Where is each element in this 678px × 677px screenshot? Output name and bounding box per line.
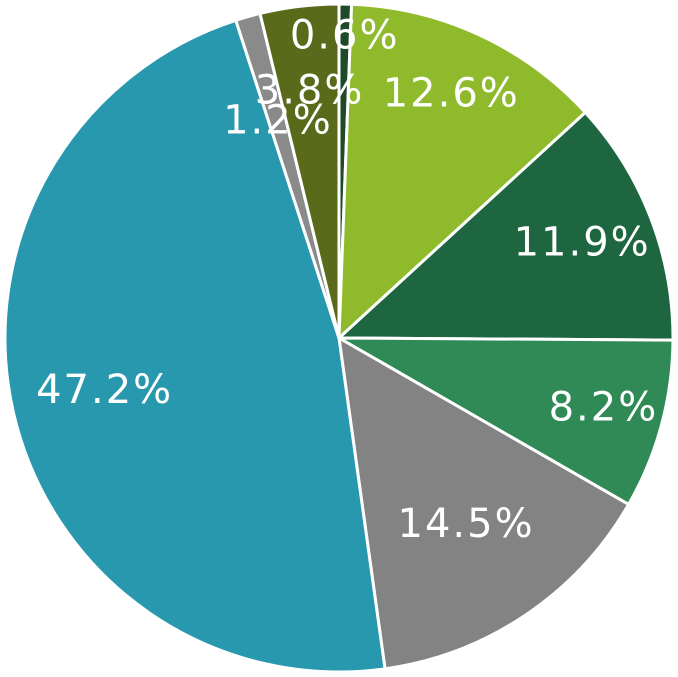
value-label: 12.6% bbox=[383, 71, 520, 117]
pie-slice bbox=[335, 110, 675, 342]
pie-slice bbox=[337, 2, 588, 342]
pie-slice bbox=[333, 336, 675, 507]
value-label: 14.5% bbox=[398, 501, 535, 547]
pie-slice bbox=[3, 18, 387, 674]
pie-slice bbox=[337, 335, 631, 671]
value-label: 1.2% bbox=[223, 98, 333, 144]
value-label: 8.2% bbox=[549, 384, 659, 430]
pie-slice bbox=[258, 2, 341, 339]
value-label: 3.8% bbox=[255, 68, 365, 114]
value-label: 0.6% bbox=[290, 12, 400, 58]
value-label: 47.2% bbox=[36, 367, 173, 413]
value-label: 11.9% bbox=[514, 219, 651, 265]
